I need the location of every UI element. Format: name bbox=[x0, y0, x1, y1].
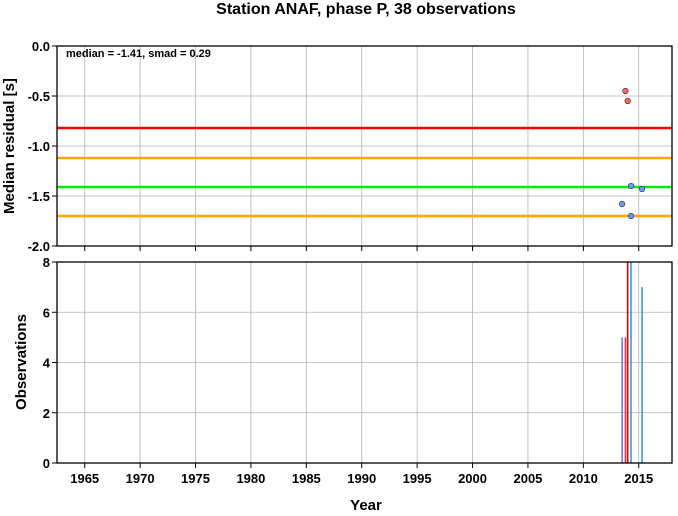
x-tick-label: 1990 bbox=[347, 471, 376, 486]
x-tick-label: 2000 bbox=[458, 471, 487, 486]
y-tick-label: 2 bbox=[43, 406, 50, 421]
x-tick-label: 1995 bbox=[403, 471, 432, 486]
bottom-y-axis-label: Observations bbox=[13, 314, 30, 410]
y-tick-label: -1.5 bbox=[28, 189, 50, 204]
x-tick-label: 2005 bbox=[513, 471, 542, 486]
top-y-axis-label: Median residual [s] bbox=[1, 78, 18, 214]
residual-panel: 0.0 -0.5 -1.0 -1.5 -2.0 bbox=[28, 39, 673, 254]
y-tick-label: 4 bbox=[43, 356, 51, 371]
data-point bbox=[627, 182, 635, 190]
stats-annotation: median = -1.41, smad = 0.29 bbox=[66, 48, 211, 60]
y-tick-label: -1.0 bbox=[28, 139, 50, 154]
x-tick-label: 2010 bbox=[569, 471, 598, 486]
y-tick-label: 0 bbox=[43, 456, 50, 471]
x-tick-label: 1985 bbox=[292, 471, 321, 486]
observations-panel: 0 2 4 6 8 1965 1970 1975 1980 1985 1990 1995 2000 200… bbox=[43, 255, 673, 486]
x-axis-label: Year bbox=[350, 497, 382, 511]
y-tick-label: -0.5 bbox=[28, 89, 50, 104]
y-tick-label: -2.0 bbox=[28, 239, 50, 254]
data-point bbox=[619, 200, 626, 208]
data-point bbox=[638, 185, 646, 193]
x-tick-label: 1975 bbox=[181, 471, 210, 486]
data-point bbox=[622, 87, 629, 95]
x-tick-label: 1965 bbox=[70, 471, 99, 486]
data-point bbox=[624, 97, 631, 105]
x-tick-label: 1970 bbox=[126, 471, 155, 486]
x-tick-label: 2015 bbox=[624, 471, 653, 486]
y-tick-label: 6 bbox=[43, 305, 50, 320]
y-tick-label: 8 bbox=[43, 255, 50, 270]
data-point bbox=[627, 212, 635, 220]
x-tick-label: 1980 bbox=[236, 471, 265, 486]
chart-title: Station ANAF, phase P, 38 observations bbox=[216, 1, 516, 18]
y-tick-label: 0.0 bbox=[32, 39, 50, 54]
